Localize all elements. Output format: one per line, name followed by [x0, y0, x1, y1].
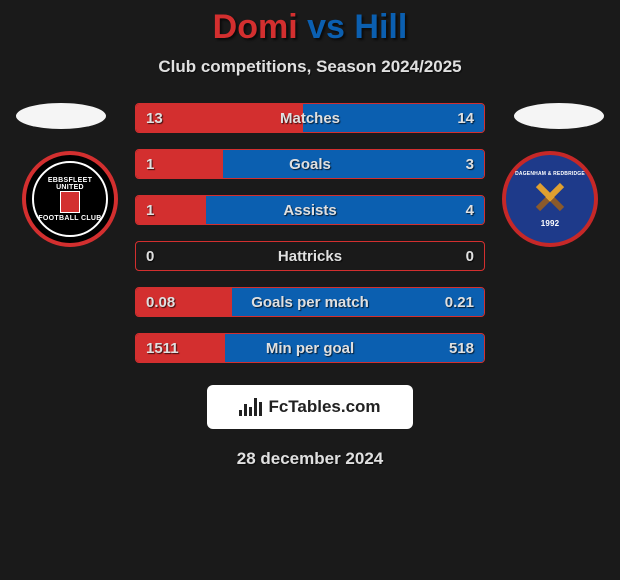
bar-chart-icon	[239, 398, 262, 416]
branding-text: FcTables.com	[268, 397, 380, 417]
page-title: Domi vs Hill	[0, 8, 620, 47]
branding-badge: FcTables.com	[207, 385, 413, 429]
club-badge-right: DAGENHAM & REDBRIDGE 1992	[502, 151, 598, 247]
stat-rows: 1314Matches 13Goals 14Assists 00Hattricks 0.…	[135, 103, 485, 363]
badge-left-bottom-text: FOOTBALL CLUB	[38, 215, 101, 222]
club-badge-left-inner: EBBSFLEET UNITED FOOTBALL CLUB	[32, 161, 108, 237]
badge-right-year: 1992	[541, 219, 560, 228]
crossed-hammers-icon	[530, 177, 570, 217]
player1-marker	[16, 103, 106, 129]
badge-left-emblem-icon	[60, 191, 80, 213]
badge-left-top-text: EBBSFLEET UNITED	[34, 177, 106, 191]
stat-row: 14Assists	[135, 195, 485, 225]
vs-text: vs	[307, 8, 345, 46]
stat-row: 0.080.21Goals per match	[135, 287, 485, 317]
player1-name: Domi	[213, 8, 298, 46]
player2-marker	[514, 103, 604, 129]
stat-label: Hattricks	[136, 248, 484, 265]
club-badge-left: EBBSFLEET UNITED FOOTBALL CLUB	[22, 151, 118, 247]
stat-label: Assists	[136, 202, 484, 219]
stat-label: Goals	[136, 156, 484, 173]
stat-label: Min per goal	[136, 340, 484, 357]
stat-row: 13Goals	[135, 149, 485, 179]
stat-row: 1511518Min per goal	[135, 333, 485, 363]
stats-area: EBBSFLEET UNITED FOOTBALL CLUB DAGENHAM …	[0, 103, 620, 363]
stat-row: 1314Matches	[135, 103, 485, 133]
player2-name: Hill	[354, 8, 407, 46]
stat-row: 00Hattricks	[135, 241, 485, 271]
stat-label: Goals per match	[136, 294, 484, 311]
stat-label: Matches	[136, 110, 484, 127]
date-text: 28 december 2024	[0, 449, 620, 469]
club-badge-right-inner: DAGENHAM & REDBRIDGE 1992	[512, 161, 588, 237]
subtitle: Club competitions, Season 2024/2025	[0, 57, 620, 77]
